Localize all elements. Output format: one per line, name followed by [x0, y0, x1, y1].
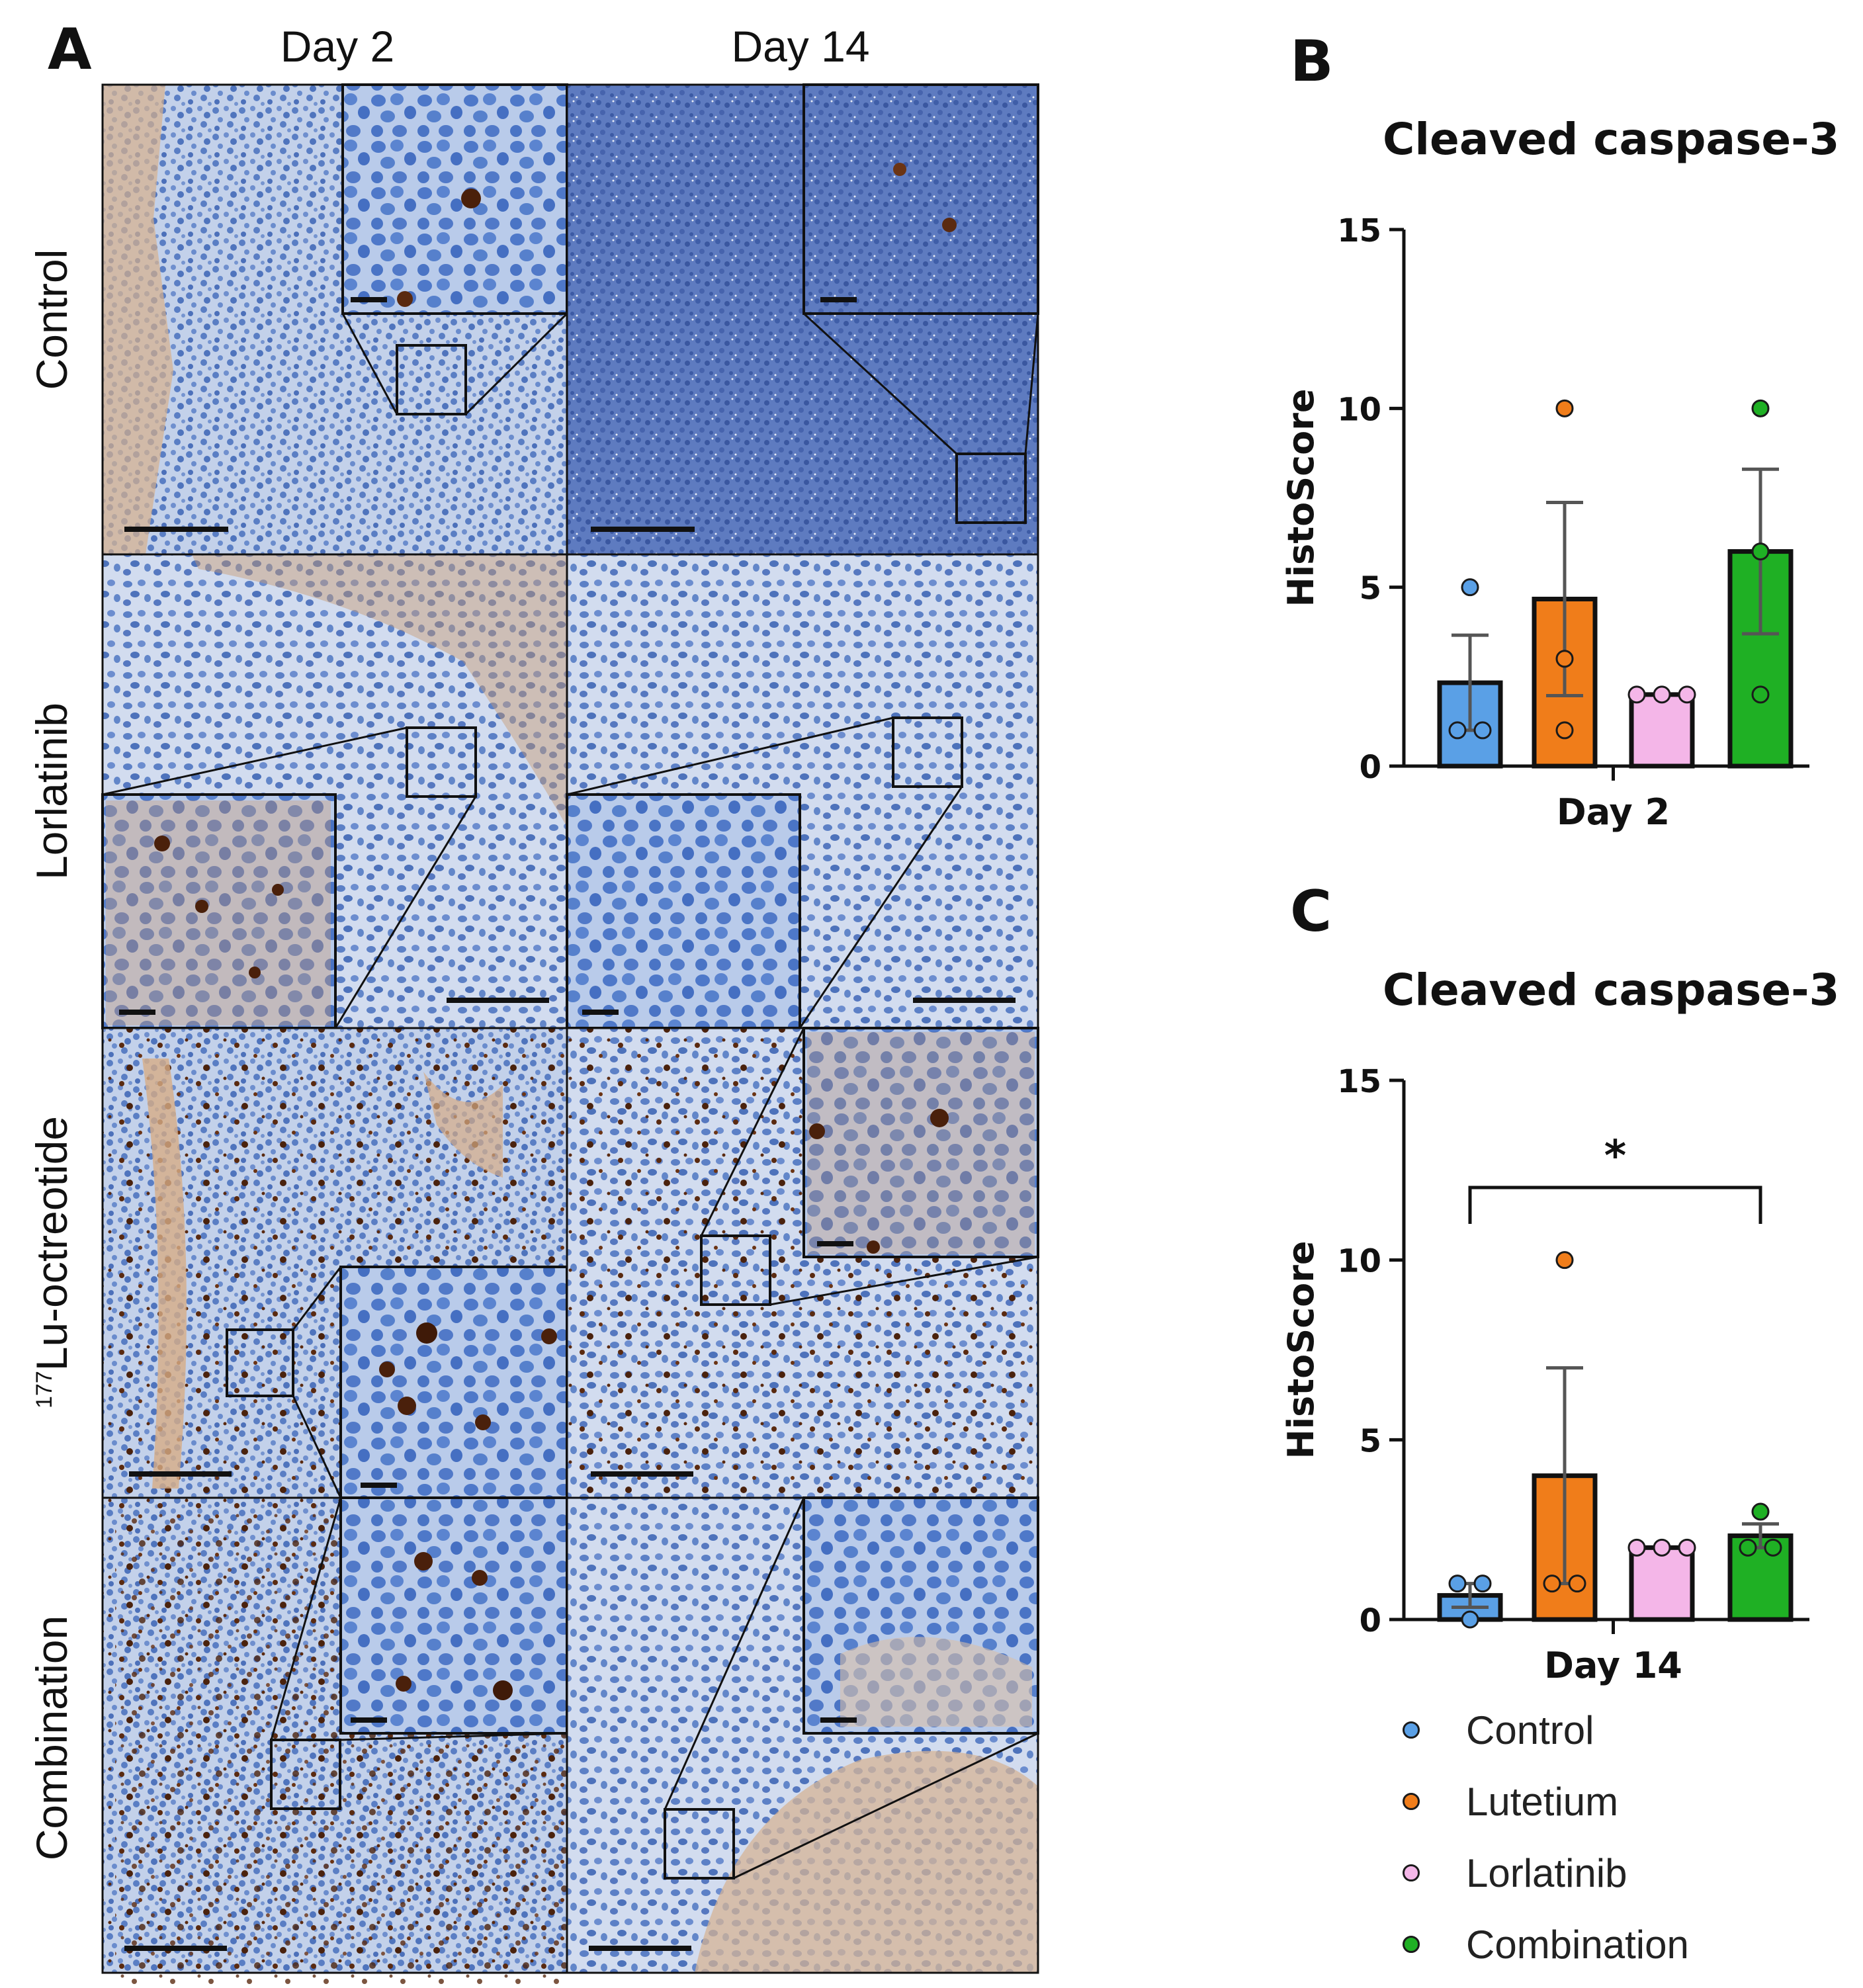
data-point-combination	[1751, 685, 1770, 704]
y-tick-label: 10	[1337, 391, 1381, 428]
legend-item-combination: Combination	[1403, 1918, 1689, 1971]
data-point-lorlatinib	[1627, 685, 1646, 704]
micrograph-control-day2	[101, 83, 568, 556]
bar-lorlatinib	[1629, 1545, 1695, 1622]
legend-item-lutetium: Lutetium	[1403, 1775, 1618, 1828]
chart-b: 0 5 10 15 HistoScore Day 2	[1280, 212, 1809, 833]
data-point-lutetium	[1555, 650, 1574, 668]
micrograph-combination-day2	[101, 1496, 580, 1988]
legend-label-lutetium: Lutetium	[1466, 1779, 1619, 1824]
legend-swatch-control	[1403, 1721, 1420, 1739]
micrograph-lu-octreotide-day2	[101, 1027, 568, 1499]
micrograph-combination-day14	[566, 1496, 1039, 1974]
y-axis-label: HistoScore	[1280, 388, 1322, 607]
data-point-lorlatinib	[1653, 685, 1671, 704]
legend-label-combination: Combination	[1466, 1922, 1689, 1967]
data-point-lorlatinib	[1678, 685, 1696, 704]
y-tick-label: 5	[1360, 570, 1381, 607]
significance-star: *	[1604, 1132, 1626, 1181]
panel-a-letter: A	[48, 17, 92, 83]
chart-c-title: Cleaved caspase-3	[1383, 965, 1840, 1016]
column-header-day2: Day 2	[280, 22, 395, 71]
micrograph-lorlatinib-day2	[101, 553, 568, 1029]
legend-swatch-lorlatinib	[1403, 1864, 1420, 1881]
significance-bracket	[1468, 1186, 1762, 1224]
chart-c: 0 5 10 15 HistoScore Day 14 *	[1280, 1063, 1809, 1686]
legend-swatch-lutetium	[1403, 1793, 1420, 1810]
legend-item-control: Control	[1403, 1704, 1594, 1756]
data-point-lutetium	[1543, 1575, 1561, 1593]
y-tick-label: 0	[1360, 749, 1381, 786]
data-point-control	[1461, 1610, 1479, 1629]
panel-b-letter: B	[1290, 28, 1334, 95]
data-point-control	[1473, 1575, 1492, 1593]
legend-label-lorlatinib: Lorlatinib	[1466, 1850, 1627, 1895]
legend-swatch-combination	[1403, 1936, 1420, 1953]
legend-label-control: Control	[1466, 1707, 1594, 1752]
data-point-control	[1473, 721, 1492, 740]
data-point-lutetium	[1555, 721, 1574, 740]
data-point-combination	[1764, 1538, 1782, 1557]
data-point-control	[1461, 578, 1479, 597]
x-axis-label: Day 14	[1544, 1645, 1682, 1686]
y-tick-label: 15	[1337, 212, 1381, 249]
data-point-lutetium	[1555, 399, 1574, 417]
data-point-lutetium	[1568, 1575, 1586, 1593]
data-point-lutetium	[1555, 1251, 1574, 1270]
micrograph-grid	[101, 83, 1039, 1988]
y-axis-label: HistoScore	[1280, 1240, 1322, 1459]
data-point-combination	[1751, 1502, 1770, 1521]
data-point-control	[1448, 1575, 1467, 1593]
data-point-combination	[1739, 1538, 1757, 1557]
data-point-control	[1448, 721, 1467, 740]
chart-b-title: Cleaved caspase-3	[1383, 114, 1840, 165]
y-tick-label: 0	[1360, 1602, 1381, 1639]
column-header-day14: Day 14	[731, 22, 870, 71]
panel-c-letter: C	[1290, 879, 1332, 945]
micrograph-lorlatinib-day14	[566, 553, 1039, 1029]
x-axis-label: Day 2	[1557, 791, 1670, 833]
data-point-lorlatinib	[1627, 1538, 1646, 1557]
y-tick-label: 10	[1337, 1243, 1381, 1280]
y-tick-label: 5	[1360, 1422, 1381, 1459]
data-point-lorlatinib	[1678, 1538, 1696, 1557]
bar-lorlatinib	[1629, 692, 1695, 769]
data-point-lorlatinib	[1653, 1538, 1671, 1557]
y-tick-label: 15	[1337, 1063, 1381, 1100]
micrograph-lu-octreotide-day14	[566, 1027, 1039, 1499]
micrograph-control-day14	[566, 83, 1039, 556]
data-point-combination	[1751, 542, 1770, 561]
legend-item-lorlatinib: Lorlatinib	[1403, 1846, 1627, 1899]
data-point-combination	[1751, 399, 1770, 417]
